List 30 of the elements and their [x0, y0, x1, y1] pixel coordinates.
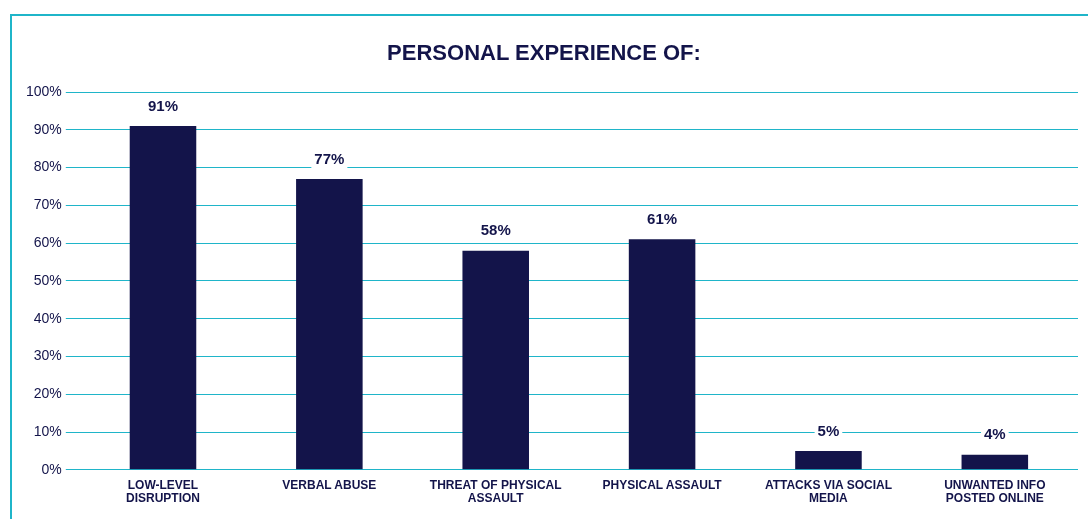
bar	[628, 239, 696, 470]
data-label: 91%	[147, 96, 179, 114]
y-tick-label: 40%	[33, 309, 62, 326]
y-tick-label: 0%	[41, 460, 62, 477]
y-tick-label: 80%	[33, 158, 62, 175]
bar	[296, 178, 363, 470]
y-tick-label: 10%	[33, 422, 62, 439]
x-tick-label: VERBAL ABUSE	[282, 478, 377, 493]
data-label: 4%	[983, 425, 1006, 443]
bar	[462, 250, 529, 470]
x-tick-label: PHYSICAL ASSAULT	[602, 478, 723, 493]
bar	[795, 450, 862, 470]
data-label: 58%	[480, 221, 511, 239]
y-tick-label: 30%	[33, 347, 62, 364]
y-tick-label: 90%	[33, 120, 62, 137]
y-tick-label: 20%	[33, 385, 62, 402]
y-tick-label: 70%	[33, 196, 62, 213]
x-tick-label: LOW-LEVEL DISRUPTION	[125, 478, 200, 506]
y-tick-label: 60%	[33, 233, 62, 250]
x-tick-label: THREAT OF PHYSICAL ASSAULT	[429, 478, 562, 506]
x-tick-label: UNWANTED INFO POSTED ONLINE	[944, 478, 1046, 506]
data-label: 77%	[314, 149, 345, 167]
chart-title: PERSONAL EXPERIENCE OF:	[386, 40, 702, 66]
y-tick-label: 100%	[25, 82, 62, 99]
bar	[129, 126, 197, 470]
y-tick-label: 50%	[33, 271, 62, 288]
data-label: 5%	[817, 421, 840, 439]
data-label: 61%	[647, 209, 678, 227]
x-tick-label: ATTACKS VIA SOCIAL MEDIA	[764, 478, 893, 506]
bar	[961, 454, 1029, 470]
